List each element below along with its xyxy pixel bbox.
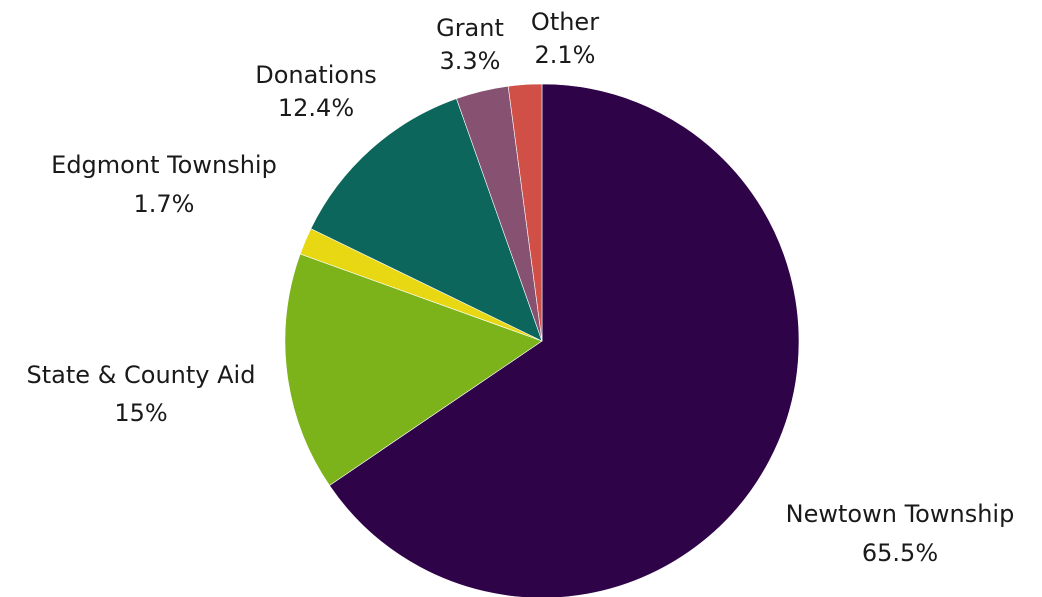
slice-value-state-county-aid: 15% (114, 399, 167, 427)
slice-label-grant: Grant (436, 14, 504, 42)
slice-value-other: 2.1% (535, 41, 596, 69)
pie-slice-newtown-township (329, 83, 800, 597)
slice-value-newtown-township: 65.5% (862, 539, 938, 567)
slice-value-grant: 3.3% (440, 47, 501, 75)
pie-slice-other (507, 83, 543, 342)
slice-label-state-county-aid: State & County Aid (27, 361, 256, 389)
slice-label-newtown-township: Newtown Township (786, 500, 1015, 528)
slice-value-donations: 12.4% (278, 94, 354, 122)
slice-label-edgmont-township: Edgmont Township (51, 151, 277, 179)
slice-label-donations: Donations (255, 61, 377, 89)
slice-value-edgmont-township: 1.7% (134, 190, 195, 218)
pie-slice-donations (310, 98, 543, 342)
slice-label-other: Other (531, 8, 599, 36)
pie-slices (284, 83, 800, 597)
pie-slice-state-county-aid (284, 253, 543, 486)
